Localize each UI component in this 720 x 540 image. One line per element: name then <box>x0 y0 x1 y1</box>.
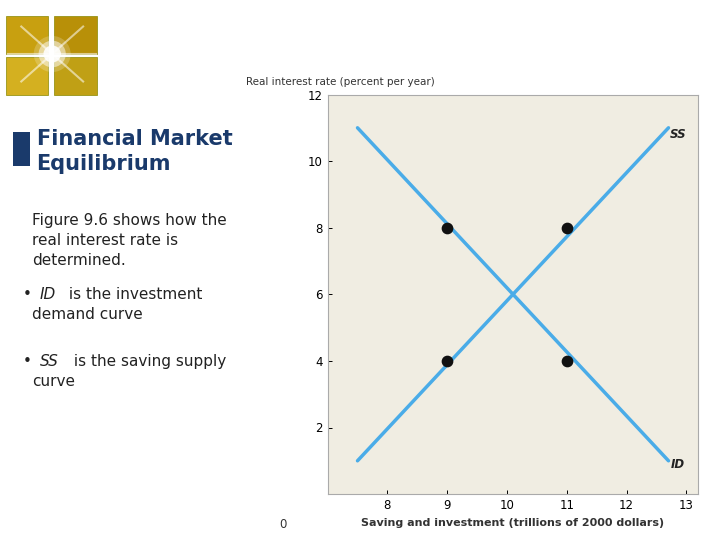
Point <box>561 224 572 232</box>
FancyBboxPatch shape <box>6 57 48 96</box>
Text: demand curve: demand curve <box>32 307 143 322</box>
Ellipse shape <box>34 36 71 72</box>
FancyBboxPatch shape <box>6 16 48 54</box>
Text: ID: ID <box>40 287 56 302</box>
Text: determined.: determined. <box>32 253 126 268</box>
Text: Figure 9.6 shows how the: Figure 9.6 shows how the <box>32 213 227 228</box>
Point <box>441 356 453 365</box>
Text: SS: SS <box>40 354 58 369</box>
Ellipse shape <box>39 40 66 68</box>
Text: •: • <box>23 287 37 302</box>
Text: Real interest rate (percent per year): Real interest rate (percent per year) <box>246 77 435 86</box>
Text: SS: SS <box>670 128 687 141</box>
Text: real interest rate is: real interest rate is <box>32 233 178 248</box>
FancyBboxPatch shape <box>14 132 30 166</box>
Point <box>561 356 572 365</box>
Text: Equilibrium: Equilibrium <box>37 153 171 173</box>
FancyBboxPatch shape <box>54 57 97 96</box>
Text: 9.2 INVESTMENT, SAVING, AND INTEREST: 9.2 INVESTMENT, SAVING, AND INTEREST <box>120 39 523 58</box>
Text: is the investment: is the investment <box>65 287 203 302</box>
Text: 0: 0 <box>279 518 287 531</box>
Text: Financial Market: Financial Market <box>37 129 233 149</box>
FancyBboxPatch shape <box>54 16 97 54</box>
Point <box>441 224 453 232</box>
Text: •: • <box>23 354 37 369</box>
Text: ID: ID <box>670 457 685 471</box>
Text: is the saving supply: is the saving supply <box>69 354 226 369</box>
X-axis label: Saving and investment (trillions of 2000 dollars): Saving and investment (trillions of 2000… <box>361 517 665 528</box>
Text: curve: curve <box>32 374 75 389</box>
Ellipse shape <box>43 45 61 63</box>
